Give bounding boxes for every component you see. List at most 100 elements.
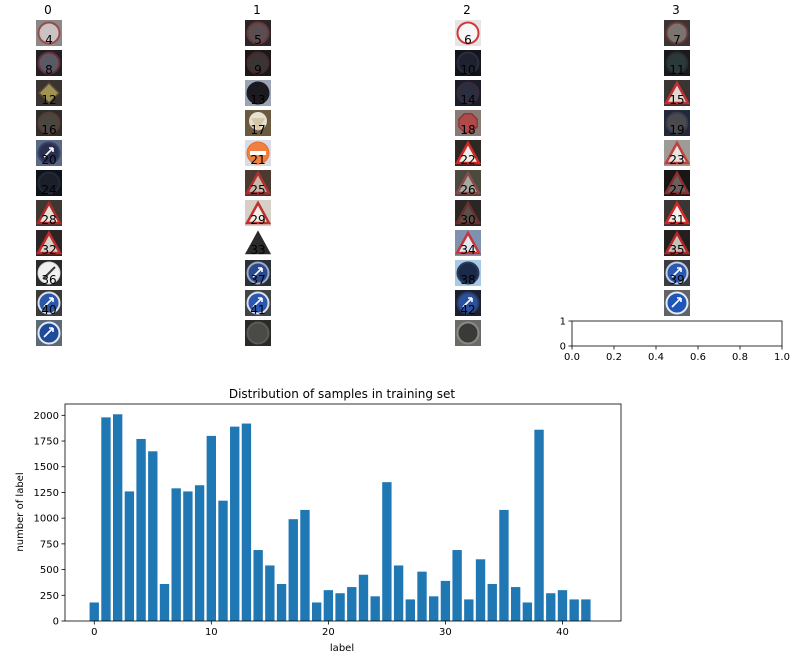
bar <box>393 565 404 621</box>
sign-thumbnail: 10 <box>455 50 481 77</box>
thumbnail-label: 9 <box>254 63 262 77</box>
thumbnail-label: 38 <box>460 273 475 287</box>
sign-shape <box>246 321 270 345</box>
y-tick-label: 1000 <box>34 514 59 525</box>
thumbnail-label: 14 <box>460 93 475 107</box>
sign-arrow-glyph <box>671 267 682 278</box>
sign-thumbnail: 34 <box>454 230 482 257</box>
sign-thumbnail: 39 <box>664 260 690 287</box>
thumbnail-label: 30 <box>460 213 475 227</box>
bar <box>230 426 240 621</box>
bar <box>499 509 509 621</box>
x-tick-label: 20 <box>322 627 335 638</box>
bar <box>358 574 369 621</box>
thumbnail-column-title: 0 <box>44 3 52 17</box>
thumbnail-label: 27 <box>669 183 684 197</box>
sign-shape <box>663 170 691 195</box>
thumbnail-label: 31 <box>669 213 684 227</box>
sign-arrow-glyph <box>671 297 682 308</box>
sign-shape <box>37 111 61 135</box>
thumbnail-label: 18 <box>460 123 475 137</box>
bar <box>440 580 451 621</box>
sign-thumbnail: 24 <box>36 170 62 197</box>
sign-thumbnail: 17 <box>245 110 271 137</box>
sign-arrow-glyph <box>43 297 54 308</box>
sign-thumbnail: 11 <box>664 50 690 77</box>
thumbnail-label: 11 <box>669 63 684 77</box>
sign-thumbnail: 32 <box>35 230 63 257</box>
sign-thumbnail: 35 <box>663 230 691 257</box>
sign-shape <box>454 170 482 195</box>
thumbnail-label: 25 <box>250 183 265 197</box>
sign-shape <box>663 80 691 105</box>
sign-thumbnail: 40 <box>36 290 62 317</box>
empty-axes-x-tick-label: 1.0 <box>774 352 790 363</box>
sign-shape <box>665 111 689 135</box>
thumbnail-label: 32 <box>41 243 56 257</box>
thumbnail-label: 28 <box>41 213 56 227</box>
thumbnail-label: 34 <box>460 243 475 257</box>
sign-thumbnail: 31 <box>663 200 691 227</box>
sign-thumbnail: 41 <box>245 290 271 317</box>
sign-thumbnail: 7 <box>664 20 690 47</box>
sign-shape <box>246 21 270 45</box>
bar-chart: Distribution of samples in training set … <box>15 387 622 654</box>
sign-shape-detail <box>42 266 56 280</box>
thumbnail-label: 4 <box>45 33 53 47</box>
bar <box>89 602 99 621</box>
sign-thumbnail: 16 <box>36 110 62 137</box>
thumbnail-label: 7 <box>673 33 681 47</box>
sign-thumbnail: 37 <box>245 260 271 287</box>
sign-arrow-glyph <box>252 267 263 278</box>
sign-thumbnail: 22 <box>454 140 482 167</box>
y-tick-label: 1500 <box>34 462 59 473</box>
chart-y-axis-label: number of label <box>15 472 26 551</box>
sign-shape <box>454 230 482 255</box>
sign-shape <box>244 170 272 195</box>
x-tick-label: 30 <box>439 627 452 638</box>
thumbnail-label: 17 <box>250 123 265 137</box>
sign-thumbnail: 30 <box>454 200 482 227</box>
bar <box>522 602 533 621</box>
bar <box>265 565 275 621</box>
bar <box>183 491 193 621</box>
chart-plot-frame <box>64 403 622 622</box>
sign-shape <box>244 200 272 225</box>
bar <box>452 550 462 621</box>
sign-thumbnail: 26 <box>454 170 482 197</box>
bar <box>276 583 287 621</box>
sign-thumbnail: 19 <box>664 110 690 137</box>
sign-shape <box>456 321 480 345</box>
thumbnail-label: 40 <box>41 303 56 317</box>
bar <box>171 488 181 621</box>
chart-x-axis-label: label <box>330 643 354 654</box>
thumbnail-label: 12 <box>41 93 56 107</box>
empty-axes-frame <box>571 320 783 347</box>
bar <box>475 559 486 621</box>
bar <box>311 602 322 621</box>
sign-thumbnail: 36 <box>36 260 62 287</box>
sign-shape <box>246 51 270 75</box>
sign-shape <box>244 230 272 255</box>
sign-thumbnail: 29 <box>244 200 272 227</box>
thumbnail-label: 5 <box>254 33 262 47</box>
sign-shape <box>37 81 61 105</box>
thumbnail-label: 23 <box>669 153 684 167</box>
bar <box>405 599 415 621</box>
bar <box>429 596 439 621</box>
thumbnail-label: 22 <box>460 153 475 167</box>
sign-shape <box>665 21 689 45</box>
empty-axes-x-tick-label: 0.0 <box>564 352 580 363</box>
sign-shape <box>37 51 61 75</box>
bar <box>534 429 544 621</box>
y-tick-label: 750 <box>40 539 59 550</box>
sign-arrow-glyph <box>252 297 263 308</box>
sign-thumbnail: 8 <box>36 50 62 77</box>
x-tick-label: 40 <box>556 627 569 638</box>
sign-shape <box>663 200 691 225</box>
empty-axes-y-ticks: 01 <box>560 317 572 353</box>
empty-axes-x-tick-label: 0.8 <box>732 352 748 363</box>
sign-shape <box>246 81 270 105</box>
thumbnail-column-title: 1 <box>253 3 261 17</box>
bar <box>241 423 252 621</box>
